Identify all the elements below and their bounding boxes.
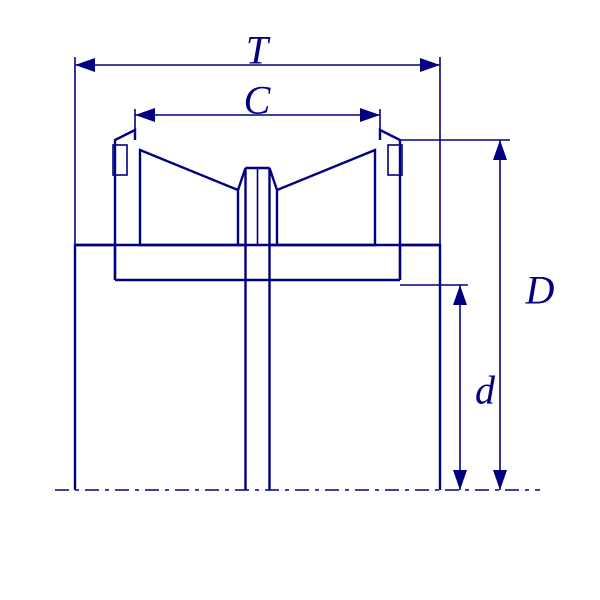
bearing-diagram: T C D d xyxy=(0,0,600,600)
label-D: D xyxy=(526,267,555,314)
diagram-svg xyxy=(0,0,600,600)
label-d: d xyxy=(475,367,495,414)
label-C: C xyxy=(244,77,271,124)
label-T: T xyxy=(246,27,268,74)
